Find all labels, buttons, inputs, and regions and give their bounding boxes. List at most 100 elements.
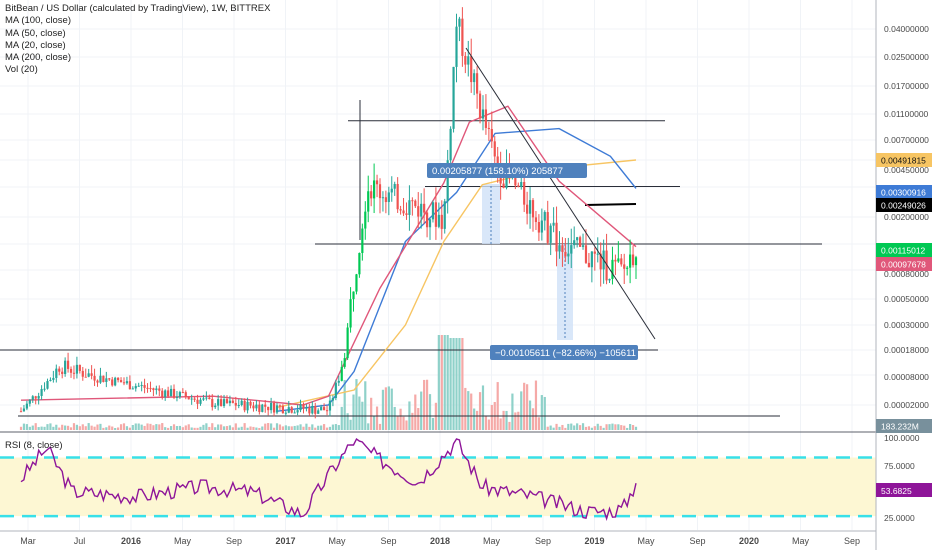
candle-body [378, 184, 382, 199]
volume-bar [552, 427, 555, 430]
candle-body [99, 375, 102, 383]
rsi-line [20, 437, 637, 521]
candle-body [93, 375, 96, 381]
volume-bar [608, 424, 611, 430]
candle-body [317, 410, 320, 414]
time-tick-label: 2016 [121, 536, 141, 546]
volume-bar [249, 426, 252, 430]
price-tick-label: 0.00018000 [884, 345, 929, 355]
candle-body [520, 182, 523, 187]
candle-body [570, 245, 573, 254]
candle-body [340, 366, 343, 381]
candle-body [175, 396, 179, 398]
candle-body [331, 398, 335, 401]
time-tick-label: Mar [20, 536, 36, 546]
candle-body [423, 203, 426, 213]
volume-bar [275, 423, 279, 430]
candle-body [425, 212, 429, 228]
volume-bar [96, 424, 99, 430]
volume-bar [125, 426, 129, 430]
volume-bar [49, 423, 52, 430]
candle-body [558, 245, 561, 252]
candle-body [623, 264, 626, 269]
candle-body [287, 407, 290, 413]
volume-bar [540, 395, 543, 430]
volume-bar [214, 427, 217, 430]
candle-body [411, 200, 414, 202]
price-range-measures[interactable] [482, 184, 573, 340]
volume-bar [576, 423, 579, 430]
candle-body [375, 180, 379, 185]
chart-legend: BitBean / US Dollar (calculated by Tradi… [5, 3, 270, 77]
volume-bar [428, 394, 432, 430]
candle-body [526, 204, 529, 214]
volume-bar [476, 410, 479, 430]
legend-volume[interactable]: Vol (20) [5, 64, 38, 76]
trend-lines[interactable] [359, 47, 656, 340]
legend-ma50[interactable]: MA (50, close) [5, 27, 66, 39]
candle-body [573, 240, 576, 246]
price-tick-label: 0.00030000 [884, 320, 929, 330]
candle-body [190, 398, 193, 400]
candle-body [264, 404, 267, 407]
volume-bar [102, 427, 105, 430]
volume-bar [128, 427, 131, 430]
candle-body [402, 210, 405, 214]
candle-body [322, 407, 326, 411]
rsi-title[interactable]: RSI (8, close) [5, 440, 63, 451]
volume-bar [464, 387, 467, 430]
rsi-band [0, 457, 876, 517]
candle-body [614, 259, 617, 262]
volume-bar [587, 426, 591, 430]
candle-body [143, 385, 146, 388]
candle-body [576, 237, 579, 241]
price-badge-label: 0.00097678 [881, 260, 926, 270]
price-badge-label: 0.00115012 [881, 246, 926, 256]
volume-bar [481, 385, 485, 430]
volume-bar [305, 423, 308, 430]
candle-body [364, 211, 367, 229]
ma-line [277, 127, 637, 412]
chart-title[interactable]: BitBean / US Dollar (calculated by Tradi… [5, 3, 271, 14]
volume-bar [311, 424, 314, 430]
legend-ma100[interactable]: MA (100, close) [5, 15, 71, 27]
candle-body [205, 397, 208, 399]
candle-body [405, 213, 408, 215]
candle-body [252, 405, 255, 409]
price-tick-label: 0.00200000 [884, 212, 929, 222]
volume-bar [72, 423, 76, 430]
price-tick-label: 0.00080000 [884, 269, 929, 279]
candle-body [55, 368, 58, 378]
volume-bar [623, 425, 626, 430]
volume-bar [631, 425, 635, 430]
volume-bar [28, 426, 31, 430]
volume-bar [402, 416, 405, 430]
candle-body [208, 397, 211, 400]
candle-body [587, 262, 591, 268]
legend-ma200[interactable]: MA (200, close) [5, 52, 71, 64]
volume-bar [299, 424, 302, 430]
volume-bar [593, 426, 596, 430]
volume-bar [296, 425, 299, 430]
candle-body [440, 214, 443, 229]
candle-body [52, 377, 55, 380]
horizontal-levels[interactable] [0, 120, 822, 417]
candle-body [337, 380, 340, 383]
volume-bar [373, 416, 376, 430]
candle-body [555, 222, 558, 252]
legend-ma20[interactable]: MA (20, close) [5, 39, 66, 51]
candle-body [517, 185, 520, 187]
candle-body [117, 377, 120, 381]
price-badge [876, 185, 932, 199]
candle-body [578, 237, 582, 247]
candle-body [272, 402, 276, 413]
candle-body [249, 401, 252, 406]
volume-bar [461, 338, 464, 430]
volume-bar [114, 427, 117, 430]
volume-bar [270, 423, 273, 430]
candle-body [31, 396, 34, 400]
rsi-pane [0, 437, 876, 521]
candle-body [296, 410, 299, 413]
volume-bar [99, 423, 102, 430]
